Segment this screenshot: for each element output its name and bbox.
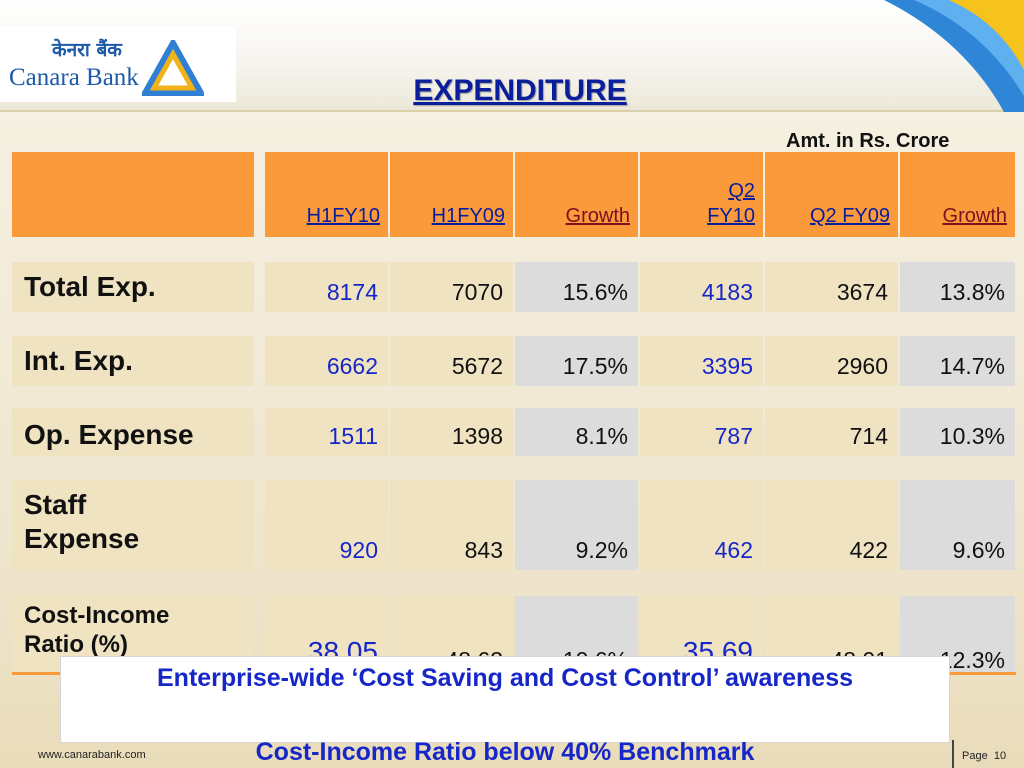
table-cell: 9.2% bbox=[515, 480, 638, 570]
canara-triangle-icon bbox=[142, 40, 204, 96]
canara-bank-logo: केनरा बैंक Canara Bank bbox=[0, 26, 236, 102]
table-cell: 14.7% bbox=[900, 336, 1015, 386]
cell-value: 1398 bbox=[451, 423, 503, 449]
table-cell: 10.3% bbox=[900, 408, 1015, 456]
cell-value: 17.5% bbox=[562, 353, 628, 379]
cell-value: 787 bbox=[714, 423, 753, 449]
unit-note: Amt. in Rs. Crore bbox=[786, 130, 950, 152]
footer-divider bbox=[952, 740, 954, 768]
column-header-4: Q2 FY09 bbox=[765, 152, 898, 237]
cell-value: 8174 bbox=[326, 279, 378, 305]
table-cell: 7070 bbox=[390, 262, 513, 312]
table-cell: 1398 bbox=[390, 408, 513, 456]
row-label: Cost-Income Ratio (%) bbox=[24, 602, 170, 658]
table-cell: 8174 bbox=[265, 262, 388, 312]
page-number: 10 bbox=[993, 750, 1007, 762]
table-cell: 8.1% bbox=[515, 408, 638, 456]
column-header-1: H1FY09 bbox=[390, 152, 513, 237]
row-label: Staff Expense bbox=[24, 489, 140, 554]
row-label-cell: Int. Exp. bbox=[12, 336, 254, 386]
table-cell: 13.8% bbox=[900, 262, 1015, 312]
column-header-label: Growth bbox=[942, 205, 1007, 227]
cell-value: 3674 bbox=[836, 279, 888, 305]
table-cell: 5672 bbox=[390, 336, 513, 386]
cell-value: 6662 bbox=[326, 353, 378, 379]
column-header-label: Q2 FY09 bbox=[809, 205, 890, 227]
table-cell: 1511 bbox=[265, 408, 388, 456]
cell-value: 422 bbox=[849, 537, 888, 563]
cell-value: 1511 bbox=[328, 423, 378, 449]
table-cell: 4183 bbox=[640, 262, 763, 312]
cell-value: 13.8% bbox=[939, 279, 1005, 305]
cell-value: 7070 bbox=[451, 279, 503, 305]
table-header-corner bbox=[12, 152, 254, 237]
table-cell: 422 bbox=[765, 480, 898, 570]
cell-value: 5672 bbox=[451, 353, 503, 379]
row-label-cell: Total Exp. bbox=[12, 262, 254, 312]
decorative-swoosh-icon bbox=[884, 0, 1024, 112]
logo-english-name: Canara Bank bbox=[9, 64, 139, 91]
table-cell: 714 bbox=[765, 408, 898, 456]
cell-value: 4183 bbox=[701, 279, 753, 305]
column-header-label: Q2 FY10 bbox=[707, 180, 755, 227]
table-cell: 17.5% bbox=[515, 336, 638, 386]
cell-value: 9.6% bbox=[952, 537, 1005, 563]
row-label: Total Exp. bbox=[24, 271, 156, 302]
cell-value: 9.2% bbox=[575, 537, 628, 563]
column-header-2: Growth bbox=[515, 152, 638, 237]
cell-value: 2960 bbox=[836, 353, 888, 379]
page-label: Page bbox=[962, 750, 988, 762]
table-cell: 3395 bbox=[640, 336, 763, 386]
row-label-cell: Staff Expense bbox=[12, 480, 254, 570]
row-label: Op. Expense bbox=[24, 419, 194, 450]
table-cell: 843 bbox=[390, 480, 513, 570]
table-cell: 9.6% bbox=[900, 480, 1015, 570]
table-cell: 15.6% bbox=[515, 262, 638, 312]
table-cell: 3674 bbox=[765, 262, 898, 312]
cell-value: 8.1% bbox=[575, 423, 628, 449]
page-title: EXPENDITURE bbox=[413, 74, 627, 107]
callout-box: Enterprise-wide ‘Cost Saving and Cost Co… bbox=[60, 656, 950, 743]
cell-value: 14.7% bbox=[939, 353, 1005, 379]
slide-header: केनरा बैंक Canara Bank EXPENDITURE bbox=[0, 0, 1024, 112]
table-cell: 6662 bbox=[265, 336, 388, 386]
cell-value: 843 bbox=[464, 537, 503, 563]
column-header-5: Growth bbox=[900, 152, 1015, 237]
cell-value: 714 bbox=[849, 423, 888, 449]
cell-value: 15.6% bbox=[562, 279, 628, 305]
column-header-label: H1FY09 bbox=[431, 205, 505, 227]
row-label-cell: Op. Expense bbox=[12, 408, 254, 456]
column-header-label: H1FY10 bbox=[306, 205, 380, 227]
column-header-label: Growth bbox=[565, 205, 630, 227]
cell-value: 462 bbox=[714, 537, 753, 563]
table-cell: 462 bbox=[640, 480, 763, 570]
footer-page: Page 10 bbox=[962, 750, 1006, 762]
row-label: Int. Exp. bbox=[24, 345, 133, 376]
table-cell: 2960 bbox=[765, 336, 898, 386]
table-cell: 920 bbox=[265, 480, 388, 570]
column-header-0: H1FY10 bbox=[265, 152, 388, 237]
logo-hindi-name: केनरा बैंक bbox=[52, 39, 122, 61]
bottom-message: Cost-Income Ratio below 40% Benchmark bbox=[255, 738, 755, 766]
footer-url: www.canarabank.com bbox=[38, 749, 146, 761]
cell-value: 3395 bbox=[701, 353, 753, 379]
table-cell: 787 bbox=[640, 408, 763, 456]
cell-value: 920 bbox=[339, 537, 378, 563]
cell-value: 10.3% bbox=[939, 423, 1005, 449]
column-header-3: Q2 FY10 bbox=[640, 152, 763, 237]
